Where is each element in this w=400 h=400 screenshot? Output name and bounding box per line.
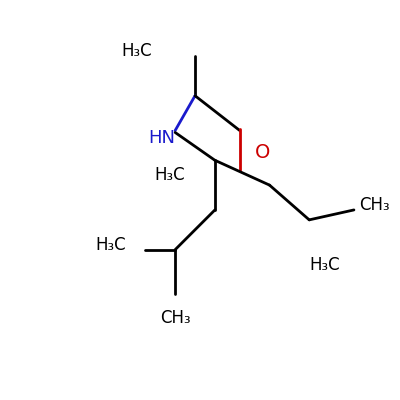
Text: H₃C: H₃C (154, 166, 185, 184)
Text: H₃C: H₃C (95, 236, 126, 254)
Text: HN: HN (148, 130, 175, 148)
Text: H₃C: H₃C (122, 42, 152, 60)
Text: CH₃: CH₃ (359, 196, 390, 214)
Text: O: O (255, 143, 270, 162)
Text: H₃C: H₃C (309, 256, 340, 274)
Text: CH₃: CH₃ (160, 309, 190, 327)
